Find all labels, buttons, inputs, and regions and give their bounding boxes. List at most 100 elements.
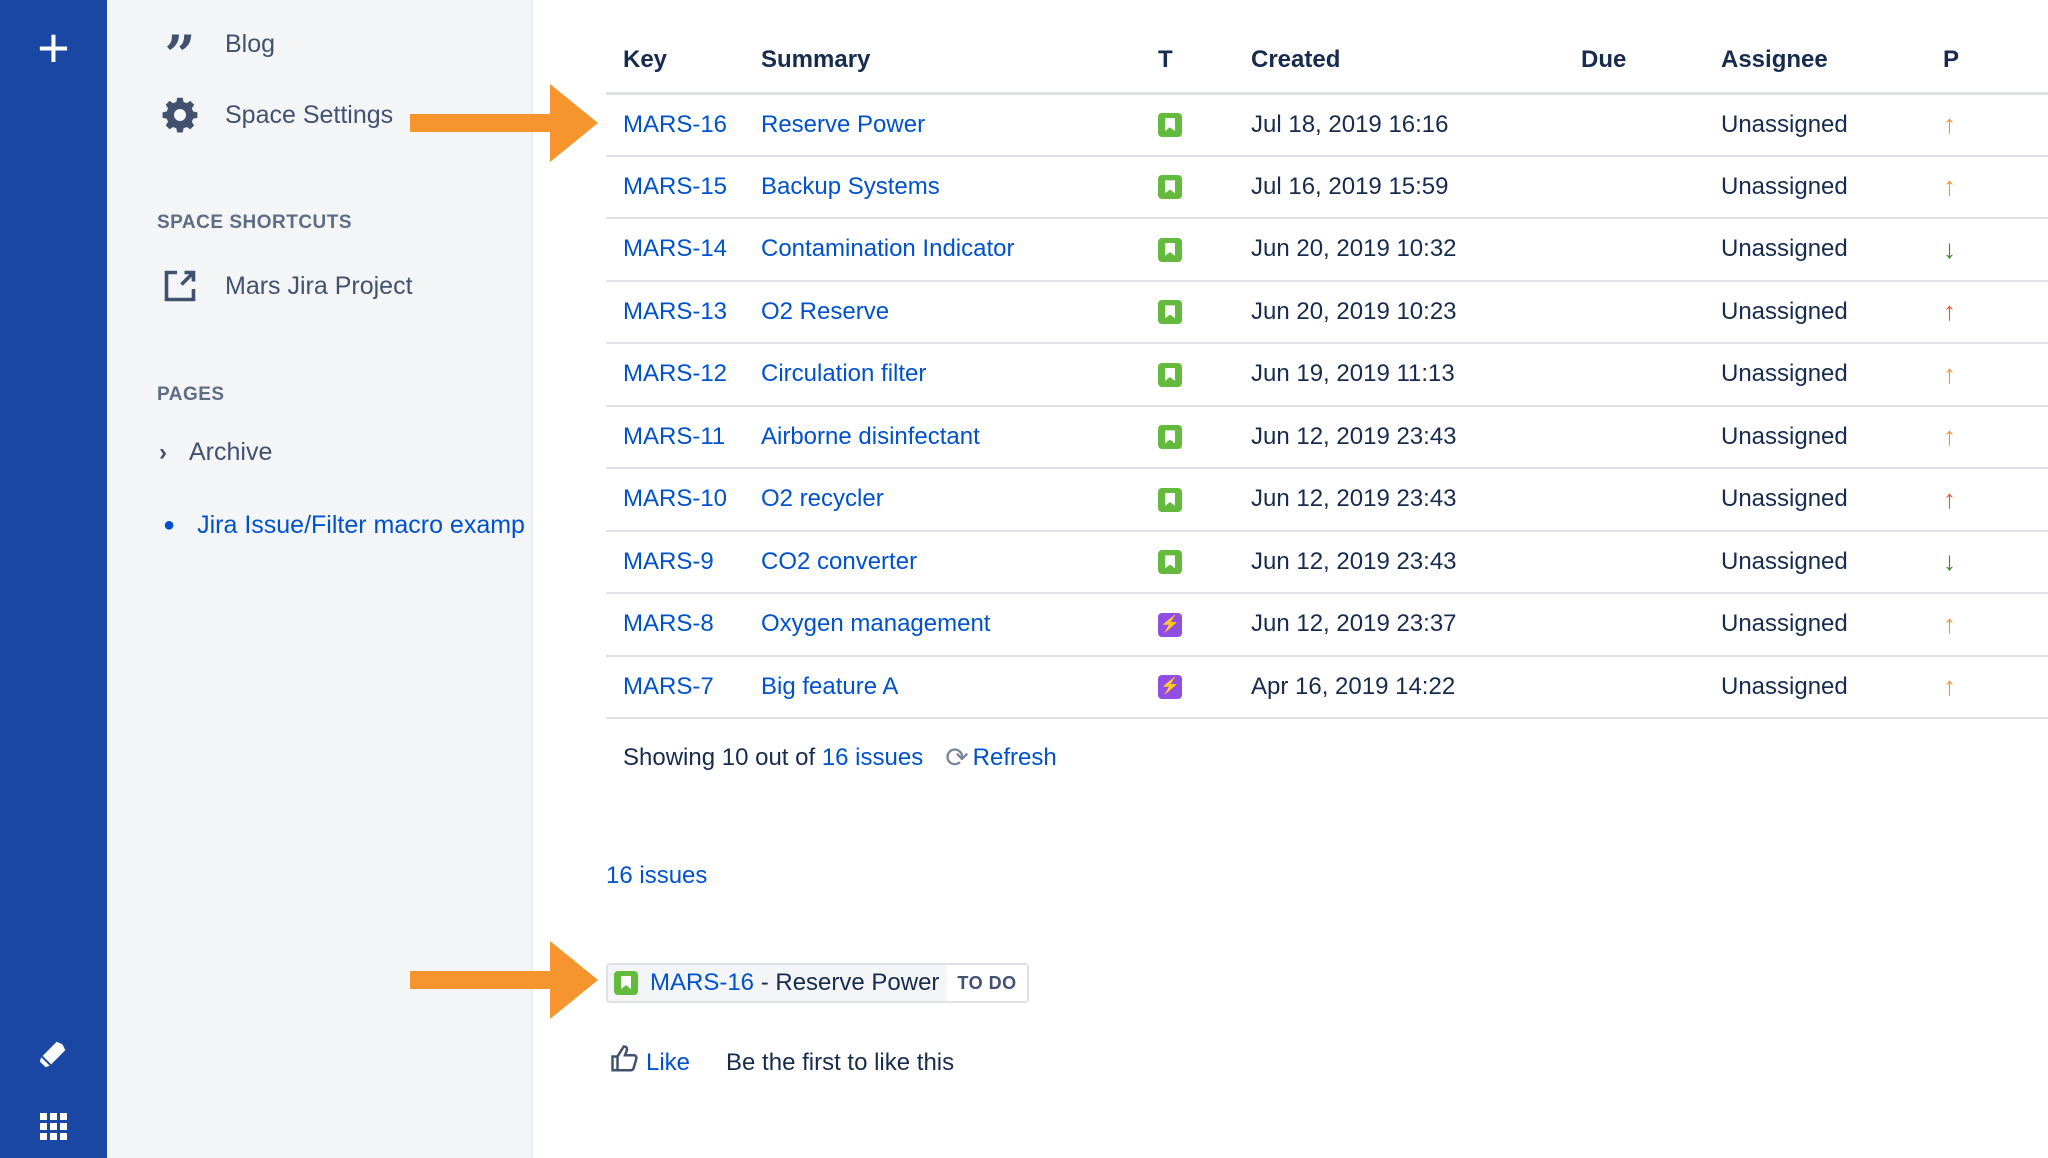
- cell-created: Jun 12, 2019 23:43: [1234, 530, 1564, 594]
- priority-up-icon: ↑: [1943, 483, 1956, 514]
- refresh-icon[interactable]: ⟳: [945, 742, 969, 773]
- column-header[interactable]: Assignee: [1704, 0, 1926, 95]
- cell-key: MARS-7: [606, 655, 744, 719]
- column-header[interactable]: Created: [1234, 0, 1564, 95]
- cell-assignee: Unassigned: [1704, 155, 1926, 219]
- plus-icon[interactable]: +: [37, 16, 70, 79]
- cell-created: Jun 19, 2019 11:13: [1234, 343, 1564, 407]
- issue-key-link[interactable]: MARS-14: [623, 235, 728, 263]
- cell-type: [1141, 405, 1234, 469]
- table-row: MARS-7 Big feature A ⚡ Apr 16, 2019 14:2…: [606, 655, 2048, 719]
- cell-priority: ↑: [1926, 405, 2048, 469]
- issue-summary-link[interactable]: Circulation filter: [761, 360, 927, 388]
- issue-key-link[interactable]: MARS-9: [623, 547, 714, 575]
- epic-icon: ⚡: [1158, 675, 1182, 700]
- gear-icon: [157, 95, 203, 135]
- refresh-link[interactable]: Refresh: [972, 743, 1057, 771]
- cell-assignee: Unassigned: [1704, 343, 1926, 407]
- like-button[interactable]: Like: [646, 1048, 691, 1076]
- cell-key: MARS-13: [606, 280, 744, 344]
- issue-key-link[interactable]: MARS-8: [623, 610, 714, 638]
- grid-icon[interactable]: [0, 1112, 107, 1147]
- priority-up-icon: ↑: [1943, 109, 1956, 139]
- issue-key-link[interactable]: MARS-12: [623, 360, 728, 388]
- cell-created: Apr 16, 2019 14:22: [1234, 655, 1564, 719]
- thumbs-up-icon[interactable]: [610, 1044, 640, 1081]
- sidebar-item-space-settings[interactable]: Space Settings: [157, 95, 393, 135]
- column-header[interactable]: P: [1926, 0, 2048, 95]
- annotation-arrow-top: [410, 84, 598, 162]
- cell-due: [1564, 468, 1704, 532]
- cell-due: [1564, 93, 1704, 157]
- like-bar: Like Be the first to like this: [610, 1044, 954, 1081]
- cell-summary: Oxygen management: [744, 593, 1141, 657]
- cell-assignee: Unassigned: [1704, 468, 1926, 532]
- priority-down-icon: ↓: [1943, 546, 1956, 577]
- issue-key-link[interactable]: MARS-13: [623, 297, 728, 325]
- epic-icon: ⚡: [1158, 612, 1182, 637]
- story-icon: [1158, 113, 1182, 138]
- column-header[interactable]: Key: [606, 0, 744, 95]
- sidebar-page-archive[interactable]: › Archive: [159, 438, 272, 467]
- issue-summary-link[interactable]: Big feature A: [761, 672, 899, 700]
- issue-summary-link[interactable]: CO2 converter: [761, 547, 918, 575]
- issue-summary-link[interactable]: Airborne disinfectant: [761, 422, 980, 450]
- sidebar-item-label: Mars Jira Project: [225, 271, 413, 300]
- chevron-right-icon[interactable]: ›: [159, 438, 167, 466]
- sidebar-item-blog[interactable]: ” Blog: [157, 23, 276, 87]
- cell-summary: O2 Reserve: [744, 280, 1141, 344]
- status-badge: TO DO: [947, 965, 1027, 1001]
- page-content: Key Summary T Created Due Assignee P MARS-16 R…: [606, 0, 2048, 1076]
- column-header[interactable]: Summary: [744, 0, 1141, 95]
- issue-chip[interactable]: MARS-16 - Reserve Power TO DO: [606, 963, 1029, 1003]
- cell-summary: Backup Systems: [744, 155, 1141, 219]
- cell-key: MARS-9: [606, 530, 744, 594]
- issue-chip-summary: Reserve Power: [775, 969, 940, 996]
- cell-assignee: Unassigned: [1704, 280, 1926, 344]
- jira-issues-table: Key Summary T Created Due Assignee P MARS-16 R…: [606, 0, 2048, 719]
- column-header[interactable]: T: [1141, 0, 1234, 95]
- issue-key-link[interactable]: MARS-11: [623, 422, 726, 450]
- priority-up-icon: ↑: [1943, 296, 1956, 327]
- all-issues-link[interactable]: 16 issues: [821, 743, 924, 771]
- sidebar-item-mars-jira-project[interactable]: Mars Jira Project: [157, 266, 413, 306]
- cell-due: [1564, 405, 1704, 469]
- section-heading-pages: PAGES: [157, 384, 225, 405]
- cell-key: MARS-8: [606, 593, 744, 657]
- issue-count-link[interactable]: 16 issues: [606, 862, 708, 889]
- space-sidebar: ” Blog Space Settings SPACE SHORTCUTS Ma…: [107, 0, 533, 1158]
- story-icon: [1158, 425, 1182, 450]
- priority-up-icon: ↑: [1943, 358, 1956, 389]
- sidebar-page-current[interactable]: ● Jira Issue/Filter macro examp: [163, 511, 525, 540]
- cell-priority: ↑: [1926, 155, 2048, 219]
- issue-key-link[interactable]: MARS-16: [623, 110, 728, 138]
- issue-summary-link[interactable]: Backup Systems: [761, 172, 940, 200]
- priority-down-icon: ↓: [1943, 233, 1956, 264]
- issue-summary-link[interactable]: O2 Reserve: [761, 297, 890, 325]
- cell-priority: ↓: [1926, 530, 2048, 594]
- megaphone-icon[interactable]: [0, 1036, 107, 1075]
- bullet-icon: ●: [163, 514, 176, 536]
- cell-summary: Airborne disinfectant: [744, 405, 1141, 469]
- issue-summary-link[interactable]: Contamination Indicator: [761, 235, 1015, 263]
- cell-type: [1141, 93, 1234, 157]
- issue-summary-link[interactable]: Oxygen management: [761, 610, 991, 638]
- showing-text: Showing 10 out of: [623, 743, 816, 771]
- cell-priority: ↑: [1926, 468, 2048, 532]
- cell-created: Jun 12, 2019 23:37: [1234, 593, 1564, 657]
- cell-summary: Contamination Indicator: [744, 218, 1141, 282]
- issue-key-link[interactable]: MARS-15: [623, 172, 728, 200]
- global-navigation: +: [0, 0, 107, 1158]
- issue-summary-link[interactable]: Reserve Power: [761, 110, 926, 138]
- priority-up-icon: ↑: [1943, 171, 1956, 202]
- cell-assignee: Unassigned: [1704, 655, 1926, 719]
- cell-type: [1141, 155, 1234, 219]
- sidebar-item-label: Blog: [225, 29, 276, 58]
- column-header[interactable]: Due: [1564, 0, 1704, 95]
- cell-due: [1564, 530, 1704, 594]
- issue-key-link[interactable]: MARS-10: [623, 485, 728, 513]
- issue-summary-link[interactable]: O2 recycler: [761, 485, 884, 513]
- issue-key-link[interactable]: MARS-7: [623, 672, 714, 700]
- issue-chip-key[interactable]: MARS-16: [650, 969, 755, 996]
- table-row: MARS-9 CO2 converter Jun 12, 2019 23:43 …: [606, 530, 2048, 594]
